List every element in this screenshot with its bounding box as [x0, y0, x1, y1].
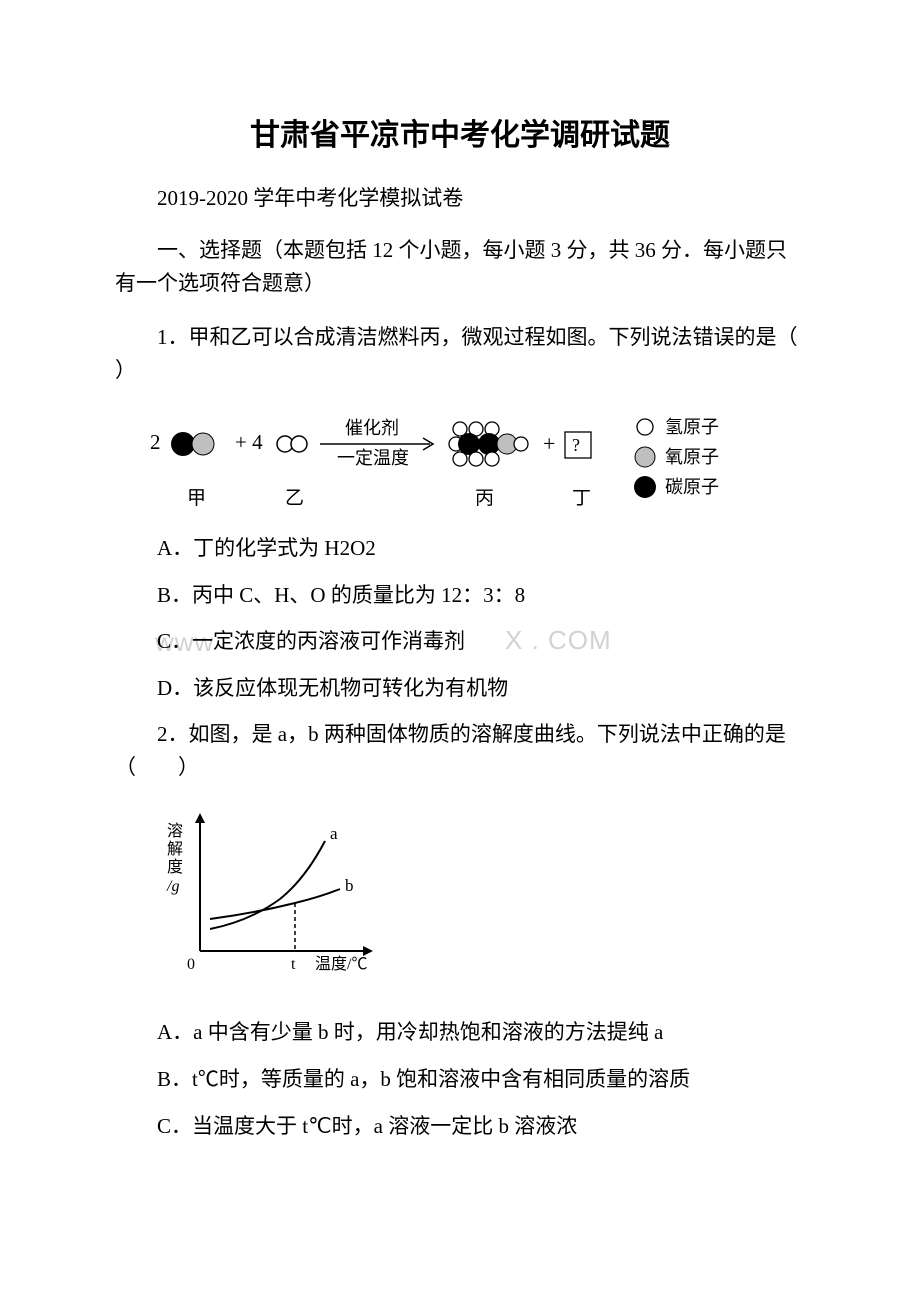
q1-option-b: B．丙中 C、H、O 的质量比为 12：3：8: [115, 579, 805, 612]
x-label: 温度/℃: [315, 955, 367, 973]
hydrogen-atom: [453, 452, 467, 466]
q1-option-d: D．该反应体现无机物可转化为有机物: [115, 672, 805, 705]
q2-option-a: A．a 中含有少量 b 时，用冷却热饱和溶液的方法提纯 a: [115, 1016, 805, 1049]
y-label-1: 溶: [167, 822, 183, 840]
q1-option-a: A．丁的化学式为 H2O2: [115, 532, 805, 565]
curve-a-label: a: [330, 824, 338, 843]
y-label-2: 解: [167, 840, 183, 858]
plus-4: + 4: [235, 430, 263, 454]
q1-stem: 1．甲和乙可以合成清洁燃料丙，微观过程如图。下列说法错误的是（ ）: [115, 321, 805, 386]
section-intro: 一、选择题（本题包括 12 个小题，每小题 3 分，共 36 分．每小题只有一个…: [115, 234, 805, 299]
arrow-top-text: 催化剂: [345, 418, 399, 438]
y-arrowhead-icon: [195, 813, 205, 823]
subtitle: 2019-2020 学年中考化学模拟试卷: [115, 182, 805, 212]
solubility-svg: 溶 解 度 /g 0 a b t 温度/℃: [155, 801, 395, 991]
t-label: t: [291, 956, 296, 973]
plus-sign: +: [543, 431, 555, 456]
legend-oxygen: 氧原子: [665, 447, 719, 467]
hydrogen-atom: [485, 452, 499, 466]
q2-option-c: C．当温度大于 t℃时，a 溶液一定比 b 溶液浓: [115, 1110, 805, 1143]
hydrogen-atom: [291, 436, 307, 452]
legend-carbon: 碳原子: [665, 477, 719, 497]
curve-b: [210, 889, 340, 919]
carbon-atom: [171, 432, 195, 456]
q2-stem: 2．如图，是 a，b 两种固体物质的溶解度曲线。下列说法中正确的是（ ）: [115, 718, 805, 783]
q2-option-b: B．t℃时，等质量的 a，b 饱和溶液中含有相同质量的溶质: [115, 1063, 805, 1096]
coeff-2: 2: [150, 430, 161, 454]
curve-b-label: b: [345, 876, 354, 895]
q1-diagram: 2 + 4 催化剂 一定温度: [145, 404, 805, 514]
hydrogen-atom: [514, 437, 528, 451]
q2-graph: 溶 解 度 /g 0 a b t 温度/℃: [155, 801, 805, 996]
legend-oxygen-icon: [635, 447, 655, 467]
q1-option-c: C．一定浓度的丙溶液可作消毒剂: [115, 625, 805, 658]
label-ding: 丁: [572, 488, 591, 509]
x-arrowhead-icon: [363, 946, 373, 956]
y-label-4: /g: [166, 878, 179, 895]
y-label-3: 度: [167, 858, 183, 876]
reaction-svg: 2 + 4 催化剂 一定温度: [145, 404, 785, 514]
hydrogen-atom: [469, 452, 483, 466]
oxygen-atom: [192, 433, 214, 455]
legend-hydrogen-icon: [637, 419, 653, 435]
legend-carbon-icon: [634, 476, 656, 498]
unknown-text: ?: [572, 435, 580, 455]
arrow-bot-text: 一定温度: [337, 448, 409, 468]
origin-label: 0: [187, 956, 195, 973]
legend-hydrogen: 氢原子: [665, 417, 719, 437]
label-yi: 乙: [285, 488, 304, 509]
label-jia: 甲: [187, 488, 206, 509]
doc-title: 甘肃省平凉市中考化学调研试题: [115, 110, 805, 154]
label-bing: 丙: [475, 488, 494, 509]
